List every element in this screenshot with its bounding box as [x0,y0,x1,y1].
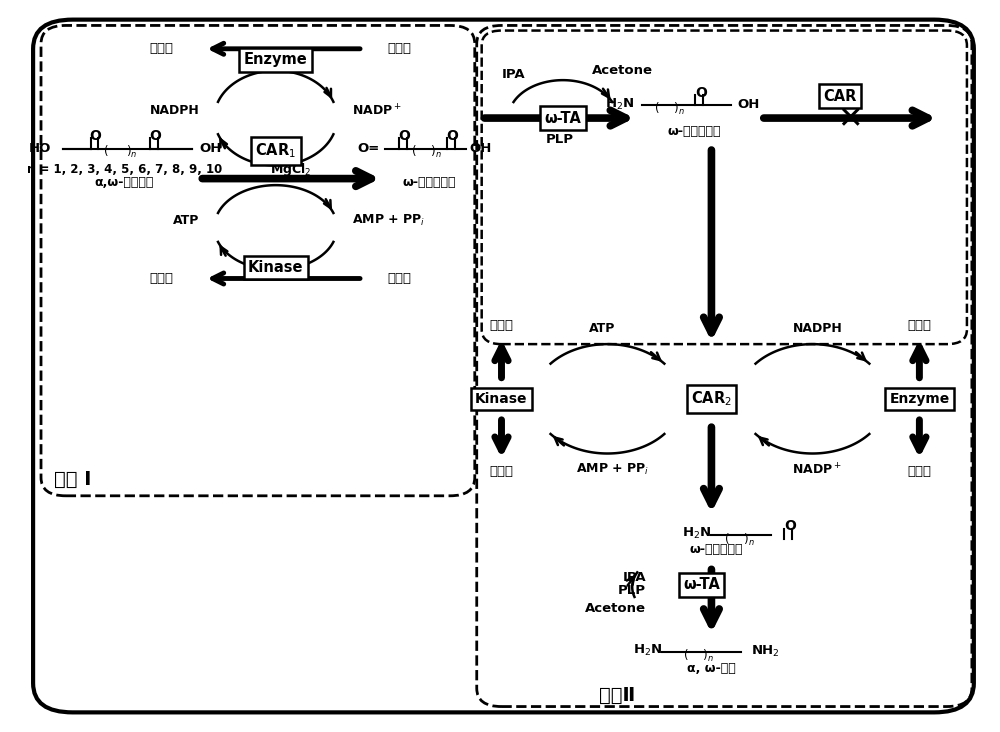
Text: α, ω-二胺: α, ω-二胺 [687,662,736,675]
Text: H$_2$N: H$_2$N [633,643,662,658]
Text: ω-氧代脂肪酸: ω-氧代脂肪酸 [402,176,456,189]
Text: O: O [90,130,101,143]
Text: Kinase: Kinase [475,392,528,406]
Text: 副产物: 副产物 [150,42,174,56]
Text: 共底物: 共底物 [907,466,931,478]
Text: Kinase: Kinase [248,260,303,275]
Text: AMP + PP$_i$: AMP + PP$_i$ [576,462,649,477]
Text: O: O [399,130,410,143]
Text: O: O [785,520,797,534]
Text: CAR$_2$: CAR$_2$ [691,389,732,408]
Text: NH$_2$: NH$_2$ [751,644,780,660]
Text: (    )$_n$: ( )$_n$ [654,101,685,117]
Text: (     )$_n$: ( )$_n$ [103,144,138,160]
Text: NADP$^+$: NADP$^+$ [352,103,402,119]
Text: AMP + PP$_i$: AMP + PP$_i$ [352,212,425,228]
Text: PLP: PLP [546,133,574,146]
Text: 副产物: 副产物 [150,272,174,285]
Text: OH: OH [199,142,222,155]
Text: ω-TA: ω-TA [544,111,581,126]
Text: O: O [696,86,707,100]
Text: NADPH: NADPH [793,321,842,335]
Text: ω-TA: ω-TA [683,578,720,592]
Text: Enzyme: Enzyme [889,392,950,406]
Text: (    )$_n$: ( )$_n$ [683,648,714,664]
Text: O: O [446,130,458,143]
Text: PLP: PLP [618,584,646,597]
Text: H$_2$N: H$_2$N [605,97,634,113]
Text: O: O [149,130,161,143]
Text: ATP: ATP [589,321,616,335]
Text: Acetone: Acetone [585,602,646,615]
Text: n = 1, 2, 3, 4, 5, 6, 7, 8, 9, 10: n = 1, 2, 3, 4, 5, 6, 7, 8, 9, 10 [27,163,222,176]
Text: HO: HO [29,142,51,155]
Text: ✕: ✕ [837,105,863,134]
Text: 模块Ⅱ: 模块Ⅱ [599,686,635,705]
Text: O=: O= [357,142,380,155]
Text: OH: OH [470,142,492,155]
Text: Enzyme: Enzyme [244,52,308,67]
Text: 共底物: 共底物 [387,42,411,56]
Text: NADPH: NADPH [150,104,199,117]
Text: IPA: IPA [622,571,646,584]
Text: 共底物: 共底物 [489,466,513,478]
Text: ω-氧代脂肪胺: ω-氧代脂肪胺 [690,543,743,556]
Text: IPA: IPA [502,68,525,81]
Text: ω-氨基脂肪酸: ω-氨基脂肪酸 [668,124,721,138]
Text: 共底物: 共底物 [387,272,411,285]
Text: Acetone: Acetone [592,64,653,77]
Text: NADP$^+$: NADP$^+$ [792,462,842,477]
FancyBboxPatch shape [33,20,974,712]
Text: H$_2$N: H$_2$N [682,526,711,541]
Text: OH: OH [737,98,760,111]
Text: MgCl$_2$: MgCl$_2$ [270,160,311,178]
Text: ATP: ATP [173,214,199,227]
Text: CAR: CAR [823,89,857,104]
Text: 副产物: 副产物 [907,319,931,332]
Text: (    )$_n$: ( )$_n$ [411,144,442,160]
Text: (    )$_n$: ( )$_n$ [724,531,755,548]
Text: CAR$_1$: CAR$_1$ [255,141,296,160]
Text: 模块 I: 模块 I [54,469,91,488]
Text: 副产物: 副产物 [489,319,513,332]
Text: α,ω-二元羧酸: α,ω-二元羧酸 [95,176,154,189]
